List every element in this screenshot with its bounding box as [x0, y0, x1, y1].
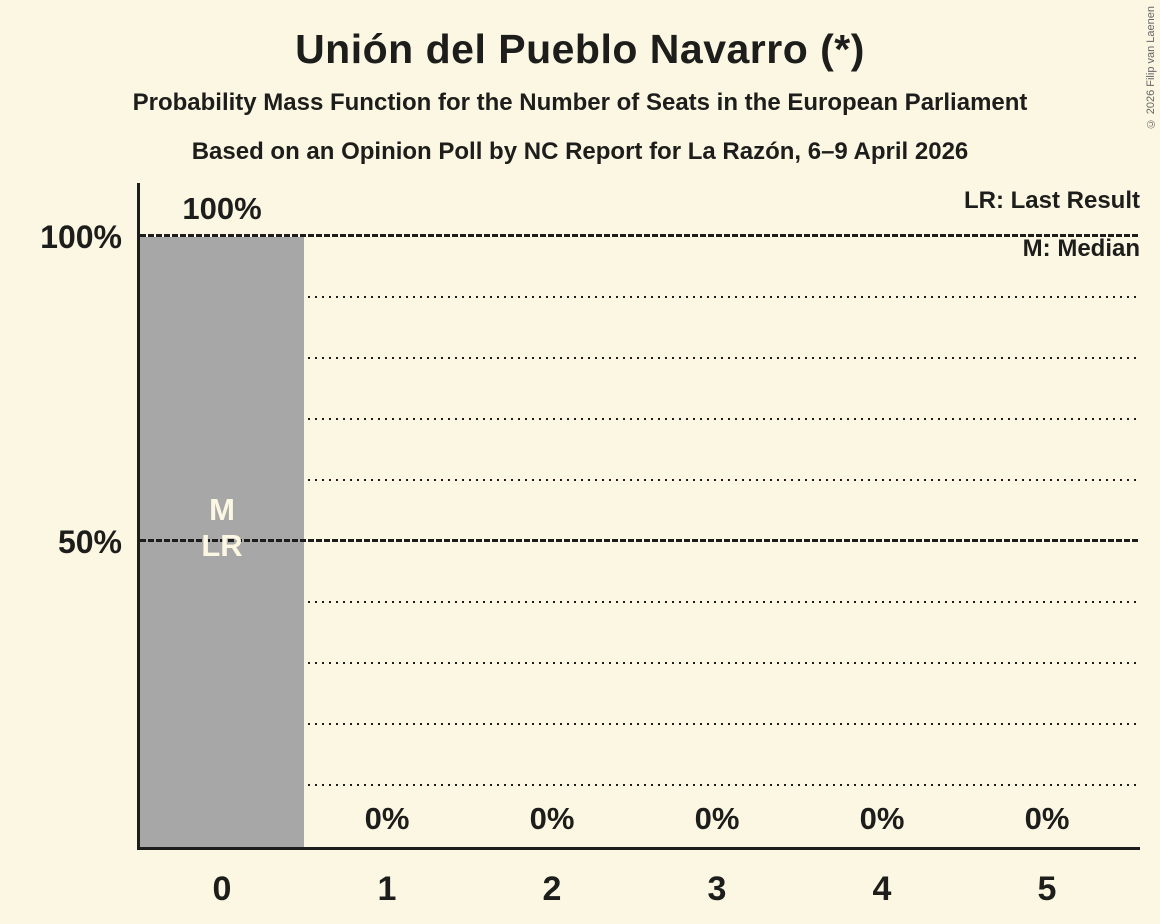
bar-value-label-1: 0%	[364, 801, 410, 836]
x-tick-label-4: 4	[872, 870, 892, 908]
legend-median: M: Median	[1022, 235, 1140, 262]
y-tick-label-100pct: 100%	[40, 219, 122, 255]
x-tick-label-2: 2	[542, 870, 562, 908]
bar-value-label-2: 0%	[529, 801, 575, 836]
chart-subtitle: Probability Mass Function for the Number…	[132, 89, 1028, 116]
x-tick-label-0: 0	[212, 870, 232, 908]
chart-title: Unión del Pueblo Navarro (*)	[295, 26, 865, 72]
gridline-minor-70pct	[140, 418, 1140, 420]
chart-source-line: Based on an Opinion Poll by NC Report fo…	[191, 138, 969, 165]
x-tick-label-1: 1	[377, 870, 397, 908]
bar-value-label-0: 100%	[182, 191, 262, 226]
y-tick-label-50pct: 50%	[57, 524, 122, 560]
gridline-minor-10pct	[140, 784, 1140, 786]
gridline-minor-20pct	[140, 723, 1140, 725]
gridline-minor-90pct	[140, 296, 1140, 298]
gridline-minor-60pct	[140, 479, 1140, 481]
gridline-minor-80pct	[140, 357, 1140, 359]
x-tick-label-3: 3	[707, 870, 727, 908]
gridline-major-100pct	[140, 234, 1140, 237]
x-tick-label-5: 5	[1037, 870, 1057, 908]
bar-annotation-median-lastresult: M LR	[152, 492, 292, 564]
bar-value-label-4: 0%	[859, 801, 905, 836]
bar-annotation-line: LR	[201, 528, 243, 563]
bar-seat-0	[140, 237, 304, 847]
gridline-minor-40pct	[140, 601, 1140, 603]
bar-annotation-line: M	[209, 492, 235, 527]
gridline-major-50pct	[140, 539, 1140, 542]
plot-area: 100% 0% 0% 0% 0% 0% M LR	[137, 183, 1140, 850]
bar-value-label-3: 0%	[694, 801, 740, 836]
bar-value-label-5: 0%	[1024, 801, 1070, 836]
legend-last-result: LR: Last Result	[963, 187, 1140, 214]
gridline-minor-30pct	[140, 662, 1140, 664]
